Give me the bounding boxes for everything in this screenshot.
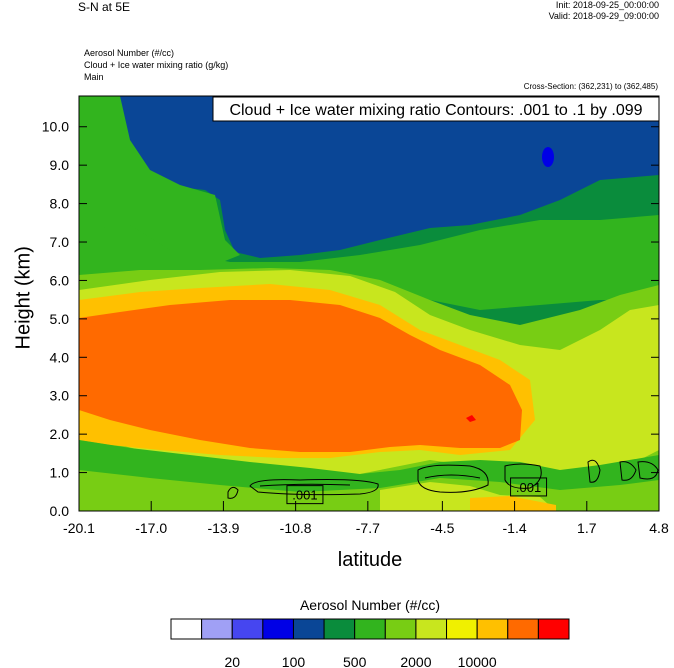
colorbar-tick-label: 100 (282, 654, 306, 668)
x-axis: -20.1 -17.0 -13.9 -10.8 -7.7 -4.5 -1.4 1.7 4.8 (63, 501, 669, 536)
y-axis-title: Height (km) (12, 246, 35, 350)
colorbar-title: Aerosol Number (#/cc) (299, 597, 441, 613)
colorbar-swatch (446, 618, 478, 640)
colorbar-swatch (201, 618, 233, 640)
x-tick-label: -13.9 (207, 520, 239, 536)
colorbar-tick-label: 20 (224, 654, 240, 668)
field-name-main: Main (84, 72, 104, 82)
colorbar-tick-label: 2000 (400, 654, 431, 668)
y-tick-label: 8.0 (50, 196, 70, 212)
y-tick-label: 2.0 (50, 426, 70, 442)
x-tick-label: 4.8 (649, 520, 669, 536)
contour-labels: .001 .001 (286, 477, 548, 505)
contour-label: .001 (516, 480, 541, 495)
plot-title: S-N at 5E (78, 0, 131, 14)
colorbar-swatch (507, 618, 539, 640)
colorbar-swatch (415, 618, 448, 640)
y-tick-label: 5.0 (50, 311, 70, 327)
y-tick-label: 10.0 (42, 119, 69, 135)
x-tick-label: -4.5 (430, 520, 454, 536)
x-tick-label: -7.7 (356, 520, 380, 536)
cloud-ice-contours (227, 459, 659, 499)
colorbar-swatch (476, 618, 509, 640)
y-tick-label: 4.0 (50, 349, 70, 365)
colorbar-swatch (354, 618, 386, 640)
y-tick-label: 1.0 (50, 465, 70, 481)
colorbar-swatch (384, 618, 417, 640)
y-tick-label: 9.0 (50, 157, 70, 173)
aerosol-field (79, 96, 659, 511)
field-name-aerosol: Aerosol Number (#/cc) (84, 48, 175, 58)
contour-label-box (286, 485, 324, 505)
colorbar: 20 100 500 2000 10000 (170, 618, 570, 668)
field-name-cloud-ice: Cloud + Ice water mixing ratio (g/kg) (84, 60, 229, 70)
colorbar-tick-label: 10000 (458, 654, 497, 668)
y-axis: 0.0 1.0 2.0 3.0 4.0 5.0 6.0 7.0 8.0 9.0 10.0 (42, 119, 659, 519)
colorbar-swatch (537, 618, 570, 640)
colorbar-swatch (323, 618, 356, 640)
y-tick-label: 6.0 (50, 272, 70, 288)
init-time-label: Init: 2018-09-25_00:00:00 (555, 0, 659, 10)
colorbar-tick-label: 500 (343, 654, 367, 668)
colorbar-swatch (292, 618, 325, 640)
colorbar-swatch (262, 618, 294, 640)
x-axis-title: latitude (337, 549, 403, 571)
x-tick-label: -17.0 (135, 520, 167, 536)
x-tick-label: -20.1 (63, 520, 95, 536)
colorbar-swatch (231, 618, 264, 640)
cross-section-label: Cross-Section: (362,231) to (362,485) (523, 82, 658, 91)
x-tick-label: -1.4 (503, 520, 527, 536)
y-tick-label: 7.0 (50, 234, 70, 250)
contour-label-box (510, 477, 548, 497)
colorbar-swatch (170, 618, 203, 640)
y-tick-label: 3.0 (50, 388, 70, 404)
y-tick-label: 0.0 (50, 503, 70, 519)
contour-info-box (212, 96, 660, 122)
x-tick-label: -10.8 (280, 520, 312, 536)
contour-info-text: Cloud + Ice water mixing ratio Contours:… (229, 102, 642, 119)
x-tick-label: 1.7 (577, 520, 597, 536)
plot-frame (78, 95, 660, 512)
valid-time-label: Valid: 2018-09-29_09:00:00 (548, 11, 659, 21)
contour-label: .001 (292, 488, 317, 503)
